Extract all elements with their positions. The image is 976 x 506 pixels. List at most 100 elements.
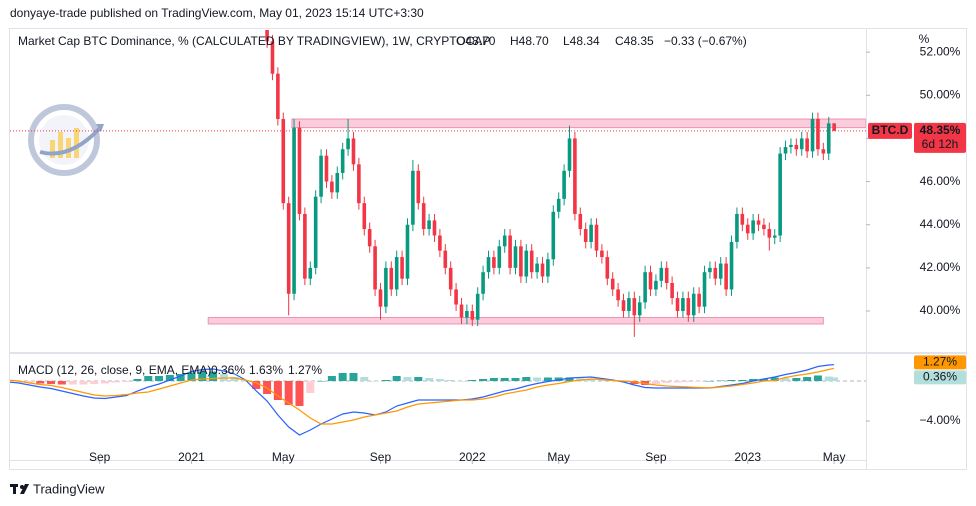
candle-body: [265, 30, 269, 42]
histogram-bar: [230, 377, 239, 381]
candle-body: [427, 220, 431, 230]
candle-body: [756, 220, 761, 225]
y-tick-label: 52.00%: [920, 44, 961, 58]
candle-body: [654, 280, 658, 290]
ohlc-label: C48.35: [615, 34, 654, 48]
candle-body: [805, 138, 809, 152]
candle-body: [735, 213, 739, 242]
histogram-bar: [101, 381, 110, 384]
ohlc-label: −0.33 (−0.67%): [664, 34, 747, 48]
y-tick-label: 40.00%: [920, 303, 961, 317]
candle-body: [740, 213, 745, 225]
histogram-bar: [306, 381, 315, 393]
candle-body: [675, 298, 680, 312]
histogram-bar: [543, 377, 552, 381]
candle-body: [357, 164, 361, 204]
candle-body: [702, 272, 707, 307]
histogram-bar: [673, 381, 682, 383]
candle-body: [681, 298, 685, 312]
candle-body: [497, 246, 502, 268]
histogram-bar: [425, 378, 434, 381]
macd-legend-value: 1.27%: [288, 363, 322, 377]
histogram-bar: [716, 380, 725, 381]
histogram-bar: [781, 378, 790, 381]
histogram-bar: [144, 376, 153, 381]
histogram-bar: [241, 381, 250, 382]
x-tick-label: Sep: [645, 450, 667, 464]
histogram-bar: [803, 377, 812, 381]
zone: [291, 118, 866, 129]
candle-body: [600, 250, 604, 258]
histogram-bar: [36, 381, 45, 384]
histogram-bar: [338, 373, 347, 381]
histogram-bar: [533, 377, 542, 381]
candle-body: [616, 289, 620, 301]
histogram-bar: [327, 376, 336, 381]
ohlc-label: L48.34: [563, 34, 600, 48]
histogram-bar: [738, 380, 747, 381]
candle-body: [546, 259, 550, 277]
ohlc-label: O48.70: [456, 34, 496, 48]
candle-body: [826, 123, 831, 154]
histogram-bar: [792, 378, 801, 381]
histogram-bar: [317, 381, 326, 382]
symbol-tag-bg: [868, 122, 912, 139]
candle-body: [378, 289, 383, 307]
candle-body: [438, 235, 442, 251]
candle-body: [492, 257, 496, 268]
price-tag-bg: [914, 122, 966, 153]
candle-body: [810, 119, 815, 152]
histogram-bar: [209, 371, 218, 381]
candle-body: [697, 293, 701, 307]
candle-body: [691, 293, 696, 316]
axis-unit: %: [919, 32, 930, 46]
candle-body: [443, 250, 448, 268]
histogram-bar: [489, 378, 498, 381]
ohlc-label: H48.70: [510, 34, 549, 48]
macd-legend-value: 1.63%: [249, 363, 283, 377]
histogram-bar: [252, 381, 261, 389]
candle-body: [351, 138, 356, 165]
macd-line: [10, 367, 835, 425]
histogram-bar: [684, 381, 693, 382]
candle-body: [567, 138, 572, 171]
histogram-bar: [176, 374, 185, 381]
histogram-bar: [830, 377, 839, 381]
price-tag: 48.35%: [920, 123, 961, 137]
macd-value-tag-bg: [914, 370, 966, 385]
histogram-bar: [122, 381, 131, 382]
candle-body: [708, 267, 712, 273]
histogram-bar: [403, 377, 412, 381]
candle-body: [778, 153, 782, 236]
candle-body: [405, 224, 410, 279]
macd-pane: [10, 364, 866, 436]
watermark-logo: [28, 104, 104, 176]
x-tick-label: 2023: [734, 450, 761, 464]
candle-body: [421, 203, 426, 230]
candle-body: [394, 257, 399, 290]
histogram-bar: [381, 380, 390, 381]
x-tick-label: 2021: [178, 450, 205, 464]
candle-body: [583, 229, 588, 242]
candle-body: [610, 278, 615, 290]
candle-body: [632, 298, 637, 316]
candle-body: [637, 302, 642, 316]
histogram-bar: [554, 377, 563, 381]
candle-body: [411, 170, 415, 225]
candle-body: [821, 149, 826, 154]
candle-body: [551, 211, 556, 260]
histogram-bar: [392, 376, 401, 381]
candle-body: [578, 213, 583, 230]
candle-body: [562, 170, 566, 199]
y-tick-label: 46.00%: [920, 174, 961, 188]
histogram-bar: [597, 380, 606, 381]
candle-body: [454, 289, 458, 305]
candle-body: [384, 267, 388, 307]
candle-body: [330, 181, 334, 193]
candle-body: [540, 263, 545, 277]
candle-body: [340, 149, 345, 173]
candle-body: [389, 267, 394, 290]
histogram-bar: [651, 381, 660, 384]
histogram-bar: [587, 379, 596, 381]
candle-body: [508, 235, 512, 268]
